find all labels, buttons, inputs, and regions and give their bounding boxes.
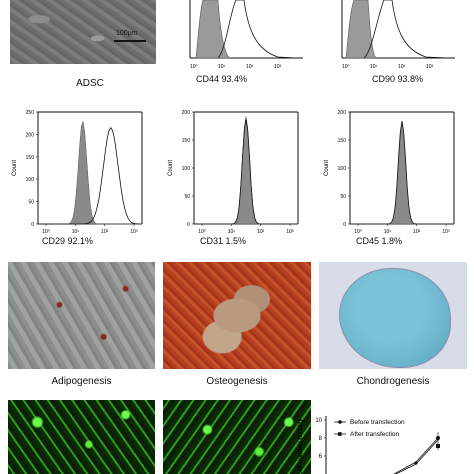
y-tick-label: 0 bbox=[187, 222, 190, 228]
svg-text:10²: 10² bbox=[398, 64, 406, 70]
fluorescence-before-image bbox=[8, 400, 155, 474]
chondrogenesis-image bbox=[319, 262, 467, 369]
y-tick-label: 200 bbox=[26, 132, 35, 138]
x-tick-label: 10² bbox=[413, 229, 421, 235]
cd29-label: CD29 92.1% bbox=[42, 236, 142, 246]
cd44-label: CD44 93.4% bbox=[196, 74, 286, 84]
fluorescence-after-image bbox=[163, 400, 311, 474]
legend-label: Before transfection bbox=[350, 419, 405, 426]
cd45-marker: CD45 bbox=[356, 236, 380, 246]
x-tick-label: 10⁰ bbox=[42, 229, 50, 235]
x-tick-label: 10¹ bbox=[384, 229, 392, 235]
histogram-cd29: Count 0 50 100 150 200 250 10⁰ 10¹ 10² 10³ bbox=[12, 110, 143, 235]
cd44-percent: 93.4% bbox=[221, 74, 248, 84]
cd90-label: CD90 93.8% bbox=[372, 74, 462, 84]
svg-text:10³: 10³ bbox=[426, 64, 434, 70]
adipogenesis-image bbox=[8, 262, 155, 369]
cd29-marker: CD29 bbox=[42, 236, 66, 246]
cd45-percent: 1.8% bbox=[381, 236, 403, 246]
x-tick-label: 10² bbox=[101, 229, 109, 235]
isotype-control-peak bbox=[38, 121, 142, 225]
y-tick-label: 50 bbox=[340, 194, 346, 200]
x-tick-label: 10⁰ bbox=[354, 229, 362, 235]
adsc-micrograph: 100μm bbox=[10, 0, 156, 64]
chondrogenesis-pellet bbox=[339, 268, 451, 368]
svg-text:10¹: 10¹ bbox=[370, 64, 378, 70]
y-tick-label: 0 bbox=[343, 222, 346, 228]
histogram-cd31: Count 0 50 100 150 200 10⁰ 10¹ 10² 10³ bbox=[168, 110, 299, 235]
y-tick-label: 150 bbox=[182, 138, 191, 144]
cd31-marker: CD31 bbox=[200, 236, 224, 246]
histogram-cd44: 10⁰ 10¹ 10² 10³ bbox=[189, 0, 303, 70]
y-axis-label: Count bbox=[324, 160, 330, 176]
marker-peak bbox=[350, 120, 454, 225]
y-tick-label: 0 bbox=[31, 222, 34, 228]
legend-label: After transfection bbox=[350, 431, 400, 438]
osteogenesis-label: Osteogenesis bbox=[206, 376, 268, 387]
y-tick-label: 100 bbox=[182, 166, 191, 172]
cd31-label: CD31 1.5% bbox=[200, 236, 300, 246]
svg-text:10⁰: 10⁰ bbox=[342, 64, 350, 70]
x-tick-label: 10³ bbox=[286, 229, 294, 235]
scale-bar-label: 100μm bbox=[116, 30, 138, 37]
x-tick-label: 10² bbox=[257, 229, 265, 235]
marker-peak bbox=[194, 118, 298, 225]
y-tick-label: 10 bbox=[315, 418, 322, 424]
cd29-percent: 92.1% bbox=[67, 236, 94, 246]
adipogenesis-label: Adipogenesis bbox=[51, 376, 112, 387]
y-axis-label: Count bbox=[168, 160, 174, 176]
svg-text:10¹: 10¹ bbox=[218, 64, 226, 70]
cd90-marker: CD90 bbox=[372, 74, 396, 84]
x-tick-label: 10³ bbox=[442, 229, 450, 235]
y-tick-label: 100 bbox=[338, 166, 347, 172]
svg-text:10³: 10³ bbox=[274, 64, 282, 70]
osteogenesis-image bbox=[163, 262, 311, 369]
svg-text:10²: 10² bbox=[246, 64, 254, 70]
y-tick-label: 8 bbox=[319, 436, 323, 442]
series-line-before bbox=[393, 437, 439, 474]
isotype-control-peak bbox=[350, 123, 454, 225]
y-axis-label: Count bbox=[12, 160, 18, 176]
chondrogenesis-label: Chondrogenesis bbox=[356, 376, 430, 387]
isotype-control-peak bbox=[194, 116, 298, 225]
y-tick-label: 6 bbox=[319, 454, 323, 460]
histogram-cd45: Count 0 50 100 150 200 10⁰ 10¹ 10² 10³ bbox=[324, 110, 455, 235]
legend-marker bbox=[338, 432, 342, 436]
y-tick-label: 200 bbox=[338, 110, 347, 116]
x-tick-label: 10⁰ bbox=[198, 229, 206, 235]
y-tick-label: 200 bbox=[182, 110, 191, 116]
y-tick-label: 50 bbox=[28, 200, 34, 206]
adsc-label: ADSC bbox=[76, 78, 104, 89]
scale-bar bbox=[114, 40, 146, 42]
y-tick-label: 150 bbox=[26, 155, 35, 161]
y-tick-label: 250 bbox=[26, 110, 35, 116]
y-tick-label: 150 bbox=[338, 138, 347, 144]
y-tick-label: 100 bbox=[26, 177, 35, 183]
growth-curve-chart: Cell number (1x10⁴) 10 8 6 Before transfecti… bbox=[298, 416, 440, 474]
histogram-cd90: 10⁰ 10¹ 10² 10³ bbox=[341, 0, 455, 70]
marker-peak bbox=[38, 126, 142, 225]
y-axis-label: Cell number (1x10⁴) bbox=[298, 419, 304, 474]
data-point bbox=[414, 461, 418, 465]
cd44-marker: CD44 bbox=[196, 74, 220, 84]
svg-text:10⁰: 10⁰ bbox=[190, 64, 198, 70]
cd90-percent: 93.8% bbox=[397, 74, 424, 84]
cd45-label: CD45 1.8% bbox=[356, 236, 456, 246]
cd31-percent: 1.5% bbox=[225, 236, 247, 246]
x-tick-label: 10¹ bbox=[72, 229, 80, 235]
x-tick-label: 10¹ bbox=[228, 229, 236, 235]
y-tick-label: 50 bbox=[184, 194, 190, 200]
legend-marker bbox=[338, 420, 342, 424]
x-tick-label: 10³ bbox=[130, 229, 138, 235]
